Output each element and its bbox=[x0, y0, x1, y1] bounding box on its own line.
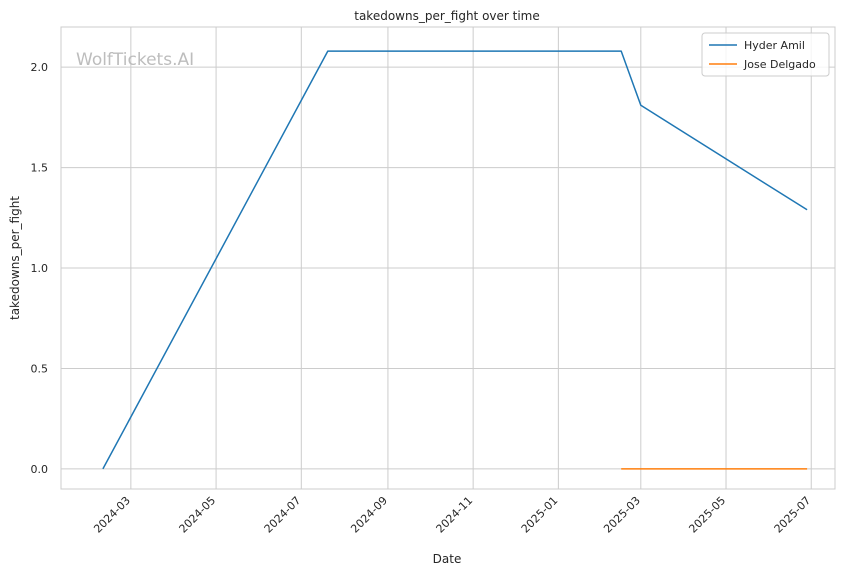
x-tick-labels: 2024-03 2024-05 2024-07 2024-09 2024-11 2025-… bbox=[91, 494, 813, 536]
x-tick-label: 2025-03 bbox=[601, 494, 643, 536]
legend-label-hyder-amil: Hyder Amil bbox=[744, 39, 805, 52]
y-tick-labels: 0.0 0.5 1.0 1.5 2.0 bbox=[31, 61, 49, 476]
legend: Hyder Amil Jose Delgado bbox=[701, 32, 830, 77]
x-tick-label: 2025-05 bbox=[686, 494, 728, 536]
plot-area bbox=[61, 27, 835, 489]
x-tick-label: 2025-07 bbox=[772, 494, 814, 536]
plot-frame bbox=[60, 26, 836, 490]
x-axis-title: Date bbox=[433, 552, 462, 566]
y-axis-title: takedowns_per_fight bbox=[8, 196, 22, 320]
x-tick-label: 2024-03 bbox=[91, 494, 133, 536]
x-tick-label: 2024-11 bbox=[434, 494, 476, 536]
chart-title: takedowns_per_fight over time bbox=[354, 9, 540, 23]
x-tick-label: 2024-09 bbox=[348, 494, 390, 536]
x-tick-label: 2025-01 bbox=[519, 494, 561, 536]
watermark-text: WolfTickets.AI bbox=[76, 50, 194, 70]
x-tick-label: 2024-05 bbox=[177, 494, 219, 536]
x-tick-label: 2024-07 bbox=[262, 494, 304, 536]
y-tick-label: 1.5 bbox=[31, 162, 49, 175]
y-tick-label: 2.0 bbox=[31, 61, 49, 74]
y-tick-label: 1.0 bbox=[31, 262, 49, 275]
series-line-hyder-amil bbox=[102, 50, 808, 470]
legend-box bbox=[701, 32, 830, 77]
y-tick-label: 0.5 bbox=[31, 362, 49, 375]
y-tick-label: 0.0 bbox=[31, 463, 49, 476]
series-lines bbox=[102, 50, 808, 470]
legend-label-jose-delgado: Jose Delgado bbox=[743, 58, 816, 71]
